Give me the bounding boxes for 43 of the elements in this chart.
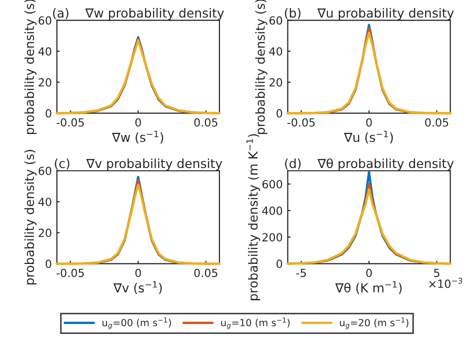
x-tick-label: 0 (135, 118, 141, 127)
y-tick-label: 0 (46, 109, 52, 118)
line-series (327, 24, 411, 114)
y-tick-label: 40 (38, 198, 52, 206)
y-tick-label: 600 (262, 180, 282, 188)
x-tick-label: 0.05 (194, 268, 218, 278)
x-axis-title: ∇w (s$^{−1}$) (112, 130, 164, 144)
y-tick-label: 60 (270, 16, 282, 25)
x-tick-label: -0.05 (56, 118, 84, 127)
y-tick-label: 0 (46, 260, 52, 268)
x-axis-title: ∇u (s$^{−1}$) (344, 130, 393, 144)
y-tick-label: 0 (276, 260, 282, 268)
legend-label: u$_{g}$=10 (m s$^{−1}$) (221, 317, 290, 330)
y-tick-label: 20 (38, 228, 52, 238)
x-tick-label: 0.05 (425, 118, 448, 127)
text: ×10$^{−3}$ (429, 278, 462, 288)
legend-label: u$_{g}$=20 (m s$^{−1}$) (340, 317, 408, 330)
y-tick-label: 400 (262, 206, 282, 215)
chart-title: (d) ∇θ probability density (285, 158, 454, 171)
x-tick-label: 0.05 (194, 118, 218, 127)
y-tick-label: 20 (38, 78, 52, 87)
chart-title: (b) ∇u probability density (284, 8, 454, 20)
x-axis-title: ∇θ (K m$^{−1}$) (335, 281, 402, 294)
y-tick-label: 20 (270, 78, 282, 87)
legend-label: u$_{g}$=00 (m s$^{−1}$) (102, 317, 171, 330)
x-axis-title: ∇v (s$^{−1}$) (113, 281, 162, 294)
x-tick-label: -0.05 (287, 118, 315, 127)
y-tick-label: 200 (262, 233, 282, 242)
y-tick-label: 40 (269, 47, 282, 56)
x-tick-label: -0.05 (56, 268, 84, 278)
y-tick-label: 40 (38, 47, 52, 56)
y-tick-label: 60 (38, 166, 52, 176)
x-tick-label: 0 (135, 268, 141, 278)
x-tick-label: 0 (366, 268, 372, 278)
y-tick-label: 60 (38, 16, 52, 25)
x-tick-label: 0 (366, 118, 372, 127)
chart-title: (a) ∇w probability density (53, 8, 224, 20)
x-tick-label: -5 (296, 268, 306, 278)
chart-title: (c) ∇v probability density (54, 158, 222, 171)
y-axis-title: probability density (s) (24, 150, 36, 284)
x-tick-label: 5 (434, 268, 440, 278)
y-tick-label: 0 (276, 109, 282, 118)
y-axis-title: probability density (m K$^{−1}$) (246, 134, 260, 300)
